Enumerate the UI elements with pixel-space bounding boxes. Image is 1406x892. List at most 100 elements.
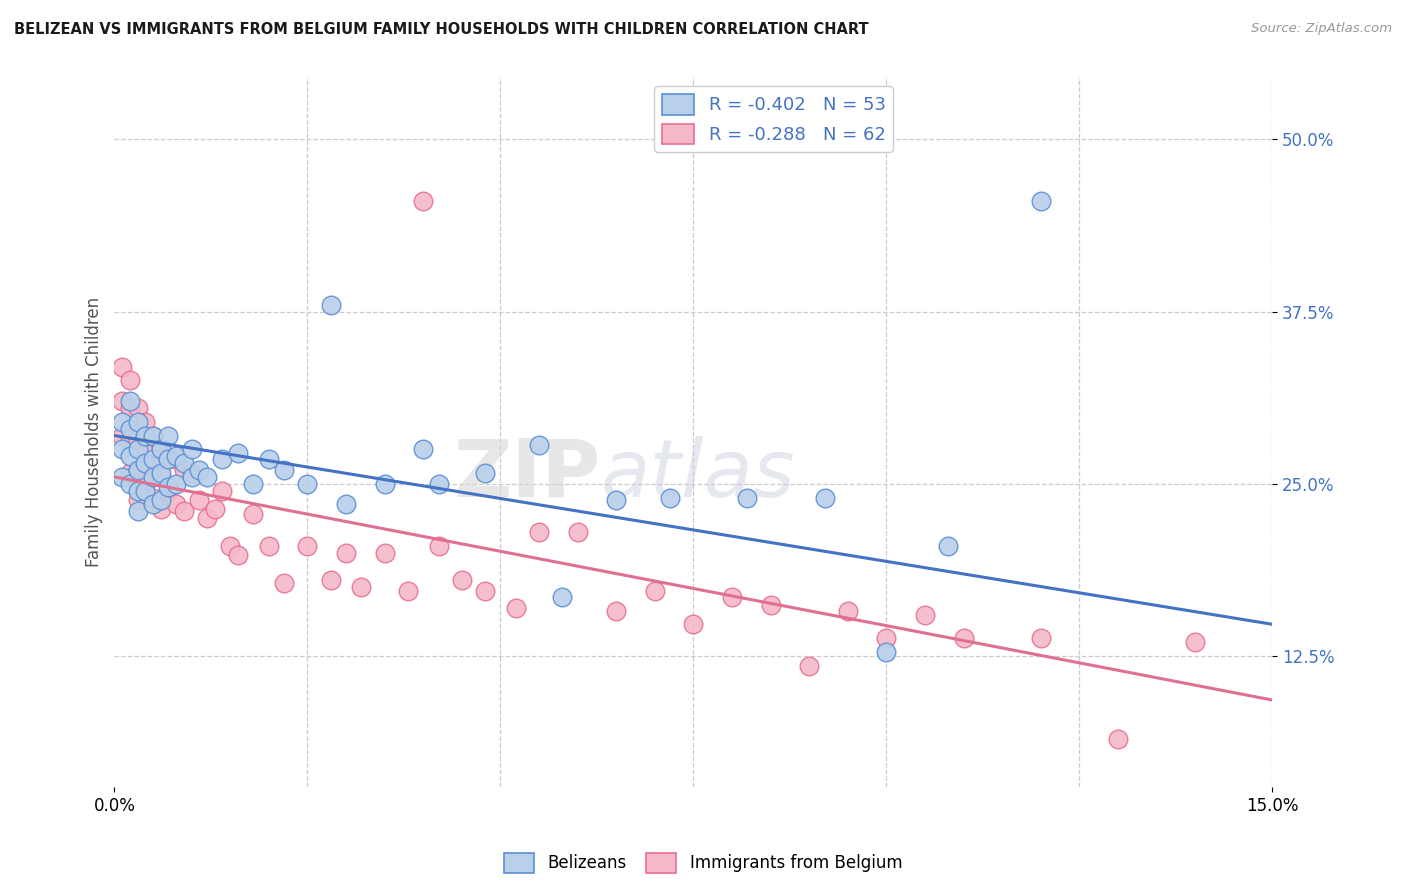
Point xyxy=(118,401,141,415)
Point xyxy=(111,394,134,409)
Point xyxy=(335,498,357,512)
Point xyxy=(427,476,450,491)
Point xyxy=(1184,635,1206,649)
Point xyxy=(134,483,156,498)
Point xyxy=(111,359,134,374)
Point xyxy=(875,645,897,659)
Point xyxy=(204,501,226,516)
Point xyxy=(242,507,264,521)
Point xyxy=(875,631,897,645)
Text: atlas: atlas xyxy=(600,435,796,514)
Point xyxy=(173,463,195,477)
Point xyxy=(127,415,149,429)
Point xyxy=(142,452,165,467)
Point xyxy=(180,466,202,480)
Point xyxy=(297,476,319,491)
Point xyxy=(474,584,496,599)
Point xyxy=(111,470,134,484)
Point xyxy=(165,449,187,463)
Point xyxy=(173,456,195,470)
Text: ZIP: ZIP xyxy=(454,435,600,514)
Point xyxy=(127,504,149,518)
Point xyxy=(412,442,434,457)
Point xyxy=(118,449,141,463)
Point xyxy=(319,573,342,587)
Point xyxy=(211,483,233,498)
Point xyxy=(551,590,574,604)
Point xyxy=(134,456,156,470)
Point xyxy=(127,463,149,477)
Point xyxy=(350,580,373,594)
Point xyxy=(211,452,233,467)
Point xyxy=(142,470,165,484)
Point xyxy=(737,491,759,505)
Point xyxy=(118,394,141,409)
Point xyxy=(319,298,342,312)
Point xyxy=(427,539,450,553)
Point xyxy=(273,463,295,477)
Legend: R = -0.402   N = 53, R = -0.288   N = 62: R = -0.402 N = 53, R = -0.288 N = 62 xyxy=(654,87,893,152)
Y-axis label: Family Households with Children: Family Households with Children xyxy=(86,297,103,567)
Point xyxy=(396,584,419,599)
Point xyxy=(157,452,180,467)
Point xyxy=(173,504,195,518)
Point xyxy=(165,452,187,467)
Point xyxy=(127,442,149,457)
Point xyxy=(273,576,295,591)
Point xyxy=(527,438,550,452)
Point xyxy=(450,573,472,587)
Point xyxy=(505,600,527,615)
Point xyxy=(134,476,156,491)
Point xyxy=(374,476,396,491)
Point xyxy=(142,491,165,505)
Point xyxy=(157,479,180,493)
Point xyxy=(188,493,211,508)
Point xyxy=(644,584,666,599)
Point xyxy=(721,590,744,604)
Point xyxy=(1029,631,1052,645)
Point xyxy=(165,476,187,491)
Point xyxy=(1029,194,1052,209)
Point xyxy=(165,498,187,512)
Point xyxy=(134,446,156,460)
Point xyxy=(157,483,180,498)
Point xyxy=(219,539,242,553)
Point xyxy=(527,524,550,539)
Point xyxy=(814,491,837,505)
Point xyxy=(188,463,211,477)
Point xyxy=(118,422,141,436)
Point xyxy=(257,539,280,553)
Point xyxy=(567,524,589,539)
Point xyxy=(914,607,936,622)
Point xyxy=(149,466,172,480)
Point xyxy=(118,433,141,447)
Point xyxy=(335,546,357,560)
Point xyxy=(149,470,172,484)
Point xyxy=(257,452,280,467)
Point xyxy=(297,539,319,553)
Point xyxy=(149,493,172,508)
Point xyxy=(799,658,821,673)
Point xyxy=(118,466,141,480)
Point xyxy=(127,433,149,447)
Point xyxy=(127,483,149,498)
Point xyxy=(157,428,180,442)
Point xyxy=(142,428,165,442)
Point xyxy=(474,466,496,480)
Point xyxy=(936,539,959,553)
Text: Source: ZipAtlas.com: Source: ZipAtlas.com xyxy=(1251,22,1392,36)
Point xyxy=(180,470,202,484)
Point xyxy=(605,603,627,617)
Point xyxy=(374,546,396,560)
Point xyxy=(111,442,134,457)
Point xyxy=(659,491,682,505)
Point xyxy=(118,476,141,491)
Point xyxy=(149,442,172,457)
Point xyxy=(180,442,202,457)
Point xyxy=(837,603,859,617)
Point xyxy=(149,501,172,516)
Point xyxy=(118,374,141,388)
Text: BELIZEAN VS IMMIGRANTS FROM BELGIUM FAMILY HOUSEHOLDS WITH CHILDREN CORRELATION : BELIZEAN VS IMMIGRANTS FROM BELGIUM FAMI… xyxy=(14,22,869,37)
Point xyxy=(142,428,165,442)
Point xyxy=(682,617,704,632)
